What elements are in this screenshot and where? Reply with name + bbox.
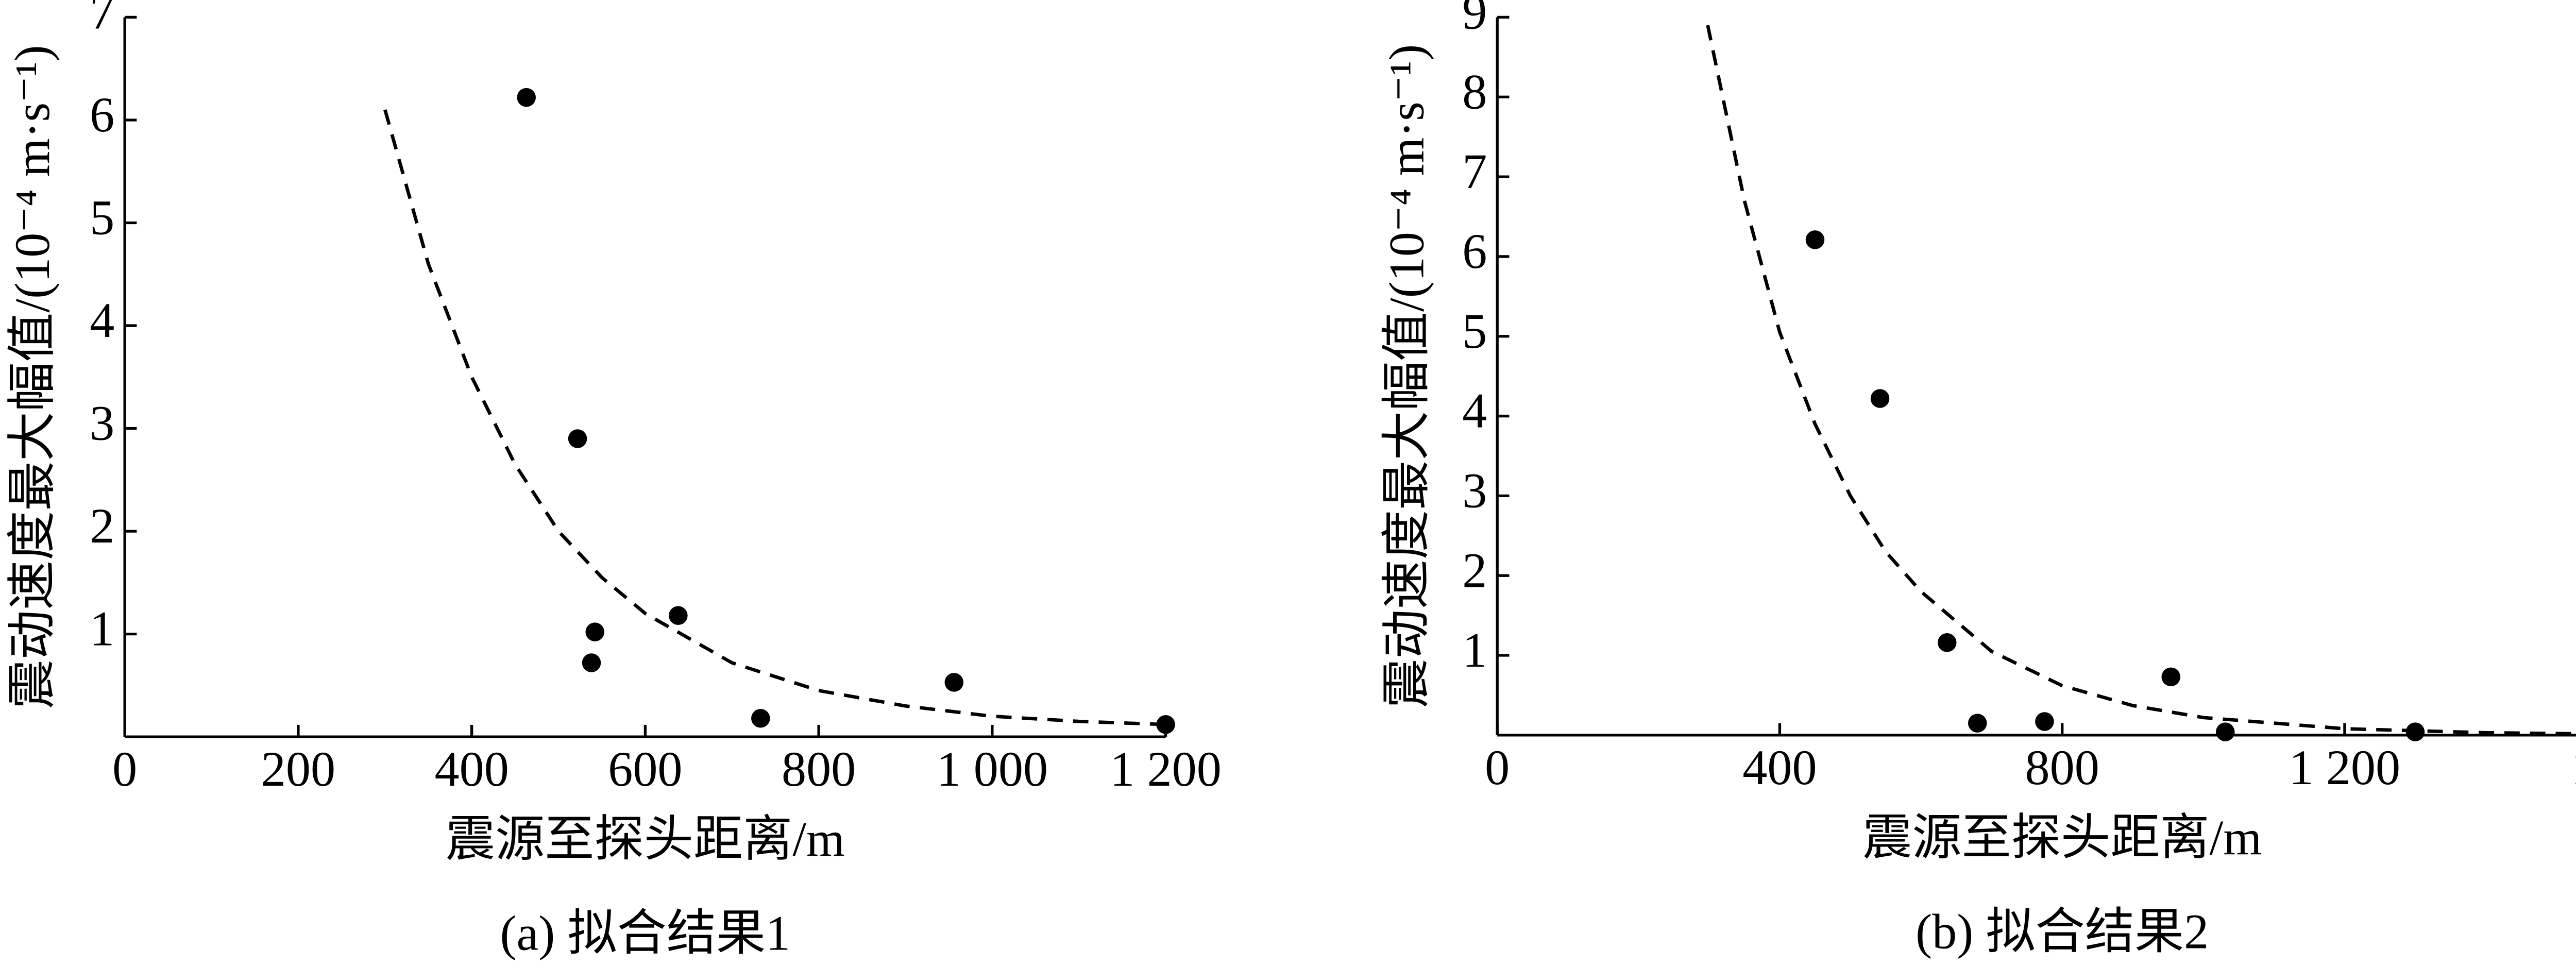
data-point bbox=[1870, 389, 1890, 408]
y-tick-label: 7 bbox=[1462, 144, 1487, 199]
data-point bbox=[944, 673, 964, 692]
y-tick-label: 6 bbox=[90, 87, 114, 142]
data-point bbox=[751, 709, 770, 728]
data-point bbox=[2216, 722, 2235, 741]
x-tick-label: 0 bbox=[112, 741, 137, 796]
x-tick-label: 800 bbox=[782, 741, 856, 796]
x-tick-label: 1 000 bbox=[937, 741, 1048, 796]
y-tick-label: 4 bbox=[1462, 383, 1487, 438]
x-axis-label: 震源至探头距离/m bbox=[446, 811, 845, 867]
y-tick-label: 1 bbox=[1462, 622, 1487, 677]
data-point bbox=[2161, 667, 2181, 687]
data-point bbox=[568, 429, 587, 448]
y-axis-label: 震动速度最大幅值/(10⁻⁴ m·s⁻¹) bbox=[5, 45, 60, 709]
y-tick-label: 3 bbox=[90, 396, 114, 451]
x-tick-label: 400 bbox=[1742, 740, 1817, 795]
data-point bbox=[1156, 715, 1175, 734]
y-tick-label: 9 bbox=[1462, 0, 1487, 40]
x-tick-label: 200 bbox=[261, 741, 335, 796]
fit-curve bbox=[383, 109, 1166, 726]
data-point bbox=[517, 88, 536, 107]
caption: (a) 拟合结果1 bbox=[500, 906, 791, 961]
y-tick-label: 6 bbox=[1462, 224, 1487, 279]
data-point bbox=[1805, 230, 1825, 249]
y-tick-label: 8 bbox=[1462, 64, 1487, 119]
data-point bbox=[2035, 712, 2054, 731]
y-tick-label: 2 bbox=[1462, 543, 1487, 598]
data-point bbox=[1968, 714, 1987, 733]
y-tick-label: 5 bbox=[90, 190, 114, 245]
x-tick-label: 1 200 bbox=[2289, 740, 2400, 795]
x-tick-label: 0 bbox=[1485, 740, 1510, 795]
y-axis-label: 震动速度最大幅值/(10⁻⁴ m·s⁻¹) bbox=[1379, 44, 1434, 708]
x-tick-label: 800 bbox=[2025, 740, 2099, 795]
data-point bbox=[1938, 633, 1957, 652]
x-tick-label: 1 600 bbox=[2571, 740, 2576, 795]
y-tick-label: 1 bbox=[90, 601, 114, 656]
chart: 1 2 3 4 5 6 7 8 9 0 400 800 1 200 1 600 震源至探头距离/m 震动速度最… bbox=[1379, 0, 2576, 959]
chart: 1 2 3 4 5 6 7 0 200 400 600 800 1 000 1 200 震源至探头距离/m 震… bbox=[5, 0, 1222, 961]
x-tick-label: 1 200 bbox=[1110, 741, 1221, 796]
data-point bbox=[669, 606, 688, 625]
y-tick-label: 2 bbox=[90, 498, 114, 553]
x-tick-label: 400 bbox=[435, 741, 509, 796]
y-tick-label: 3 bbox=[1462, 463, 1487, 518]
y-tick-label: 5 bbox=[1462, 303, 1487, 359]
data-point bbox=[582, 653, 601, 672]
y-tick-label: 7 bbox=[90, 0, 114, 40]
y-tick-label: 4 bbox=[90, 293, 114, 348]
caption: (b) 拟合结果2 bbox=[1916, 904, 2209, 959]
x-tick-label: 600 bbox=[608, 741, 682, 796]
fit-curve bbox=[1706, 25, 2576, 736]
x-axis-label: 震源至探头距离/m bbox=[1862, 810, 2262, 865]
data-point bbox=[585, 622, 604, 641]
